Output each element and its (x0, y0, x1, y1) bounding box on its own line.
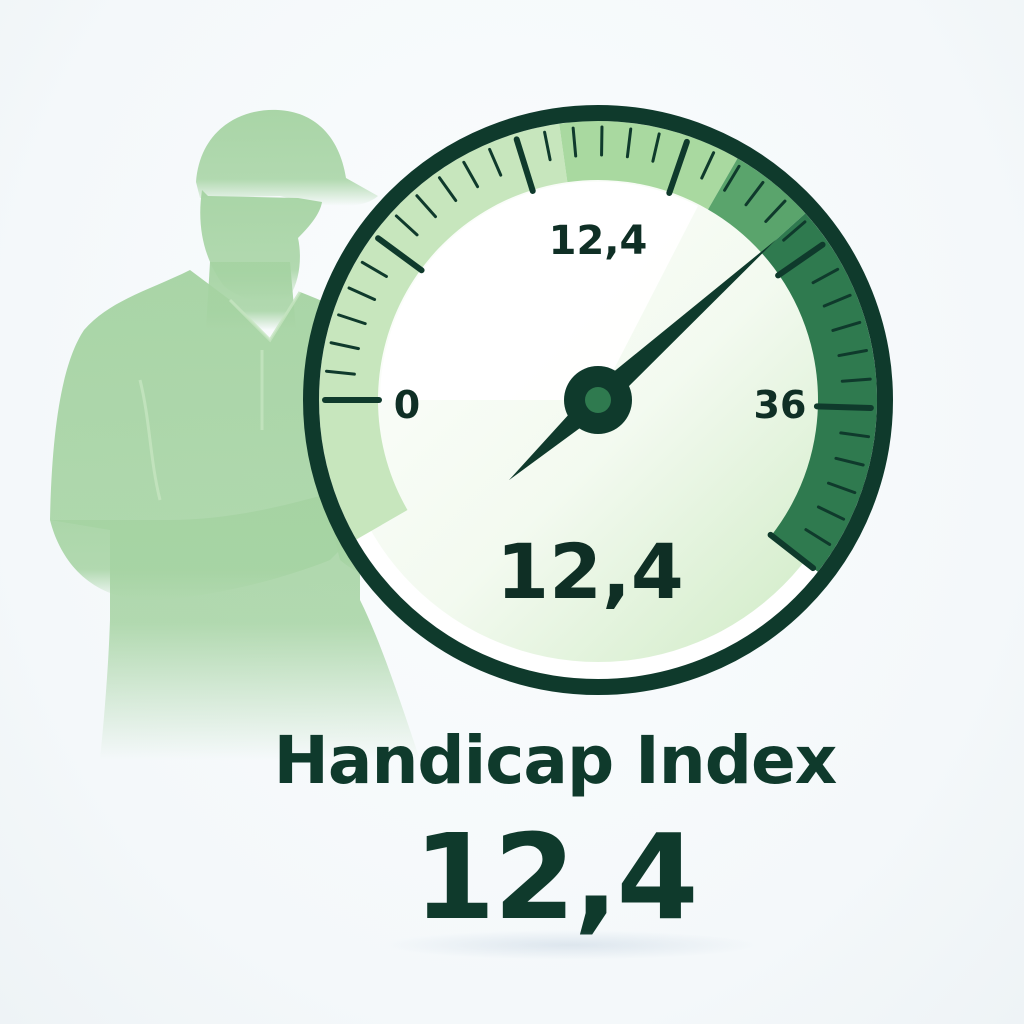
ground-shadow (380, 930, 760, 960)
gauge-inner-area (379, 181, 698, 400)
gauge-needle (508, 239, 777, 481)
gauge-major-tick (513, 136, 536, 194)
gauge-major-tick (666, 138, 690, 196)
gauge-minor-tick (822, 293, 852, 308)
gauge-minor-tick (816, 505, 846, 521)
gauge-minor-tick (329, 341, 360, 351)
gauge-minor-tick (782, 220, 807, 242)
gauge-minor-tick (700, 151, 716, 180)
gauge-minor-tick (625, 127, 633, 159)
gauge-minor-tick (337, 313, 367, 326)
handicap-title: Handicap Index (273, 722, 838, 799)
gauge-minor-tick (840, 377, 872, 383)
gauge-center-value: 12,4 (496, 527, 684, 616)
gauge-band-segment (559, 121, 738, 210)
gauge-ticks (322, 125, 874, 572)
gauge-minor-tick (325, 369, 356, 376)
gauge-minor-tick (804, 528, 832, 546)
gauge-max-label: 36 (754, 383, 807, 427)
gauge-major-tick (775, 241, 826, 279)
gauge-top-label: 12,4 (549, 218, 648, 264)
gauge-band-segment (318, 123, 568, 540)
gauge-minor-tick (651, 132, 661, 163)
gauge-minor-tick (488, 147, 503, 177)
gauge-minor-tick (437, 176, 458, 203)
gauge-minor-tick (462, 160, 480, 189)
gauge-minor-tick (543, 130, 552, 162)
handicap-value: 12,4 (413, 808, 698, 946)
gauge-major-tick (375, 235, 425, 274)
gauge-band (318, 121, 877, 572)
gauge-band-segment (708, 158, 806, 253)
shirt-details (138, 291, 302, 501)
gauge-minor-tick (834, 456, 865, 467)
gauge-min-label: 0 (394, 383, 420, 427)
gauge-minor-tick (360, 260, 388, 278)
gauge-band-segment (761, 213, 877, 572)
gauge-major-tick (813, 403, 874, 411)
gauge-minor-tick (764, 199, 787, 223)
needle-hub-center (585, 387, 611, 413)
gauge-minor-tick (723, 164, 741, 192)
gauge-minor-tick (744, 180, 765, 207)
gauge-minor-tick (394, 214, 419, 237)
gauge-minor-tick (347, 286, 377, 301)
gauge-minor-tick (571, 126, 578, 158)
gauge-minor-tick (415, 194, 437, 219)
gauge-minor-tick (831, 320, 862, 332)
gauge-minor-tick (811, 267, 840, 285)
gauge-rim (303, 105, 893, 695)
gauge-major-tick (767, 531, 817, 572)
gauge-minor-tick (826, 481, 857, 495)
gauge-minor-tick (839, 431, 871, 439)
handicap-gauge: 0 36 12,4 12,4 (303, 105, 893, 695)
gauge-minor-tick (837, 349, 868, 358)
